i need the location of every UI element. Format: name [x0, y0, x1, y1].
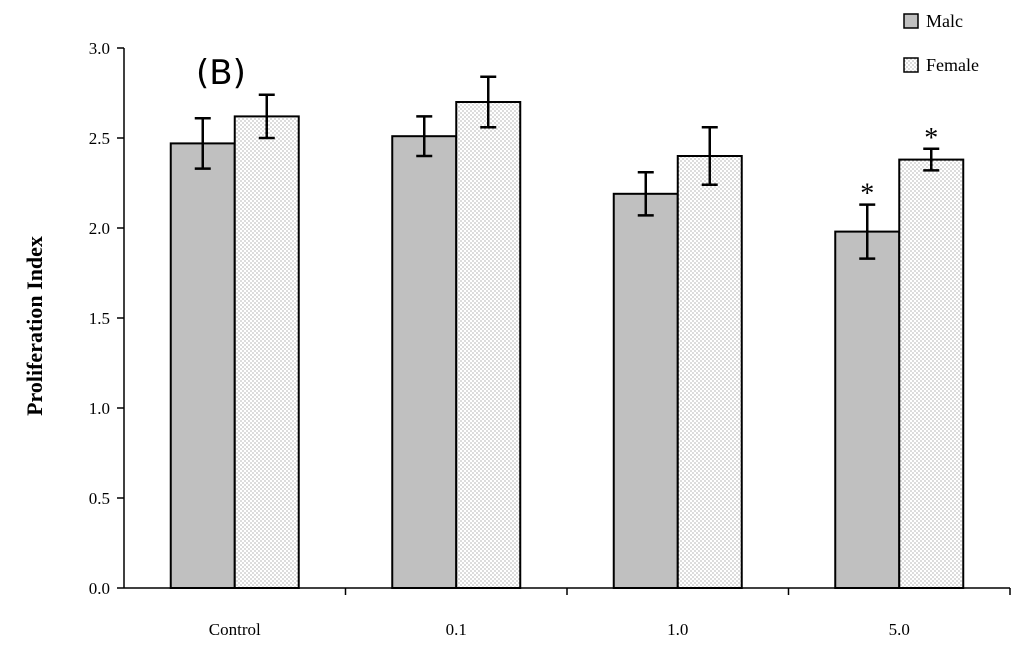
error-bars-layer — [194, 75, 940, 260]
y-tick-label: 2.5 — [89, 129, 110, 148]
y-tick-label: 0.0 — [89, 579, 110, 598]
x-tick-label: 0.1 — [446, 620, 467, 639]
bar-female-3 — [898, 158, 965, 589]
axes-layer — [117, 47, 1011, 595]
legend: Malc Female — [903, 11, 979, 75]
y-tick-label: 2.0 — [89, 219, 110, 238]
bar-male-2 — [612, 192, 679, 590]
bars-layer — [169, 101, 965, 590]
bar-male-3 — [834, 230, 901, 589]
significance-marker: * — [924, 123, 938, 154]
significance-marker: * — [860, 179, 874, 210]
legend-label-female: Female — [926, 55, 979, 75]
bar-male-0 — [169, 142, 236, 589]
x-tick-label: 1.0 — [667, 620, 688, 639]
y-axis-title: Proliferation Index — [22, 236, 47, 416]
legend-swatch-female — [903, 57, 919, 73]
y-tick-label: 3.0 — [89, 39, 110, 58]
x-tick-label: Control — [209, 620, 261, 639]
legend-swatch-male — [903, 13, 919, 29]
x-tick-label: 5.0 — [889, 620, 910, 639]
bar-female-0 — [233, 115, 300, 590]
y-tick-label: 1.0 — [89, 399, 110, 418]
legend-label-male: Malc — [926, 11, 963, 31]
bar-female-1 — [455, 101, 522, 589]
panel-label: (B) — [196, 53, 246, 93]
y-tick-label: 1.5 — [89, 309, 110, 328]
labels-layer: * * 0.0 0.5 1.0 1.5 2.0 2.5 3.0 Control 0.1 1.0 5.0 P… — [22, 39, 938, 639]
bar-male-1 — [391, 135, 458, 589]
bar-female-2 — [676, 155, 743, 589]
y-tick-label: 0.5 — [89, 489, 110, 508]
